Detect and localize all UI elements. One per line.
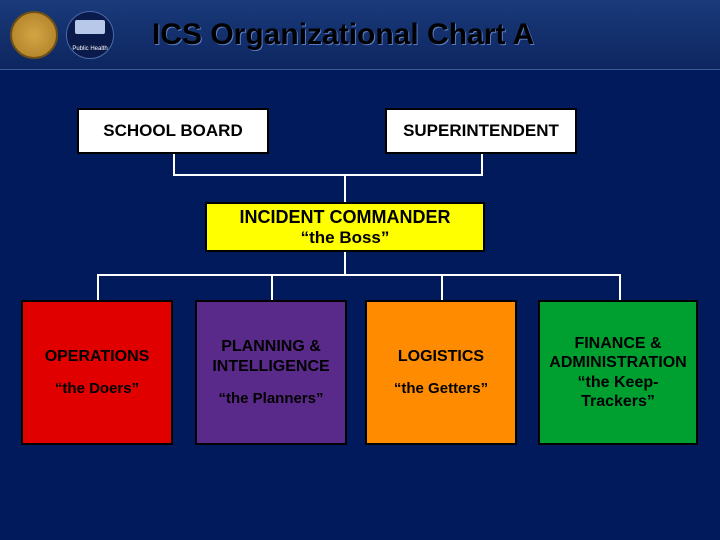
county-seal-logo	[10, 11, 58, 59]
planning-subtitle: “the Planners”	[218, 390, 323, 408]
connector	[97, 274, 621, 276]
finance-subtitle: “the Keep-Trackers”	[544, 373, 692, 411]
superintendent-label: SUPERINTENDENT	[403, 121, 559, 141]
incident-commander-box: INCIDENT COMMANDER “the Boss”	[205, 202, 485, 252]
connector	[344, 252, 346, 276]
logistics-subtitle: “the Getters”	[394, 380, 488, 398]
ic-subtitle: “the Boss”	[301, 228, 390, 248]
connector	[441, 274, 443, 300]
logistics-box: LOGISTICS “the Getters”	[365, 300, 517, 445]
connector	[619, 274, 621, 300]
connector	[97, 274, 99, 300]
operations-title: OPERATIONS	[45, 347, 150, 366]
connector	[173, 174, 483, 176]
slide-title: ICS Organizational Chart A	[152, 18, 534, 52]
org-chart: SCHOOL BOARD SUPERINTENDENT INCIDENT COM…	[0, 70, 720, 540]
superintendent-box: SUPERINTENDENT	[385, 108, 577, 154]
ic-title: INCIDENT COMMANDER	[240, 207, 451, 228]
school-board-box: SCHOOL BOARD	[77, 108, 269, 154]
connector	[481, 154, 483, 176]
planning-box: PLANNING & INTELLIGENCE “the Planners”	[195, 300, 347, 445]
header-bar: ICS Organizational Chart A	[0, 0, 720, 70]
planning-title: PLANNING & INTELLIGENCE	[201, 337, 341, 375]
connector	[271, 274, 273, 300]
operations-box: OPERATIONS “the Doers”	[21, 300, 173, 445]
school-board-label: SCHOOL BOARD	[103, 121, 242, 141]
public-health-logo	[66, 11, 114, 59]
finance-title: FINANCE & ADMINISTRATION	[544, 334, 692, 372]
connector	[173, 154, 175, 176]
finance-box: FINANCE & ADMINISTRATION “the Keep-Track…	[538, 300, 698, 445]
connector	[344, 174, 346, 202]
logistics-title: LOGISTICS	[398, 347, 484, 366]
operations-subtitle: “the Doers”	[55, 380, 139, 398]
